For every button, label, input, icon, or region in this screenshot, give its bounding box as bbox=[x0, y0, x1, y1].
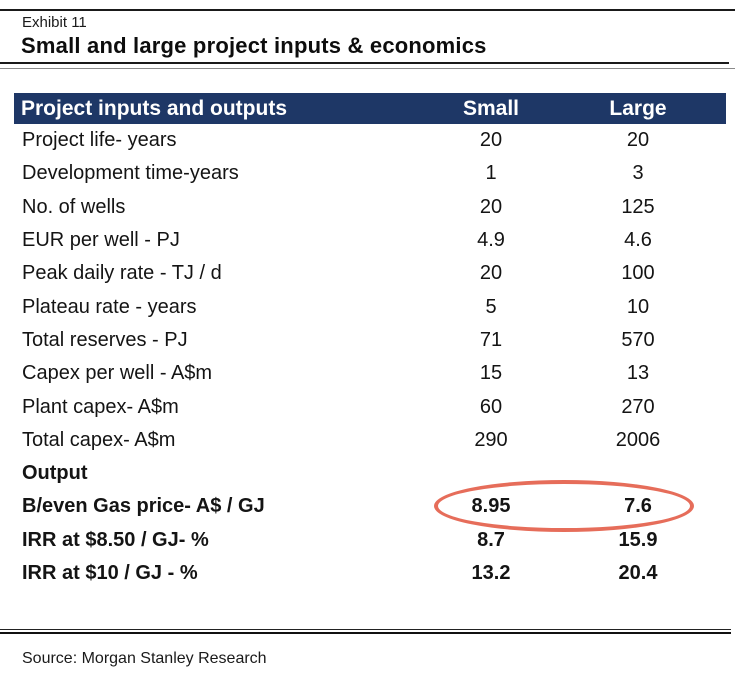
row-label: IRR at $8.50 / GJ- % bbox=[22, 528, 209, 551]
table-row: Peak daily rate - TJ / d 20 100 bbox=[14, 257, 726, 290]
row-label: IRR at $10 / GJ - % bbox=[22, 562, 198, 584]
table-header-small: Small bbox=[462, 96, 520, 120]
row-value-large: 10 bbox=[626, 295, 650, 318]
row-value-large: 7.6 bbox=[624, 495, 652, 518]
row-value-large: 13 bbox=[626, 362, 650, 385]
row-value-large: 3 bbox=[632, 162, 644, 185]
row-value-large: 15.9 bbox=[618, 528, 658, 551]
table-row: Plateau rate - years 5 10 bbox=[14, 290, 726, 323]
table-row: IRR at $8.50 / GJ- % 8.7 15.9 bbox=[14, 524, 726, 557]
row-value-small: 5 bbox=[485, 295, 497, 318]
table-row: IRR at $10 / GJ - % 13.2 20.4 bbox=[14, 557, 726, 590]
top-rule bbox=[0, 9, 735, 11]
row-label: Plateau rate - years bbox=[22, 295, 197, 318]
row-value-large: 100 bbox=[621, 262, 655, 285]
table-header-label: Project inputs and outputs bbox=[21, 96, 287, 120]
table-row: Total reserves - PJ 71 570 bbox=[14, 324, 726, 357]
table-row: No. of wells 20 125 bbox=[14, 191, 726, 224]
row-value-large: 4.6 bbox=[624, 229, 652, 252]
title-underline-rule bbox=[0, 62, 729, 64]
table-row: Total capex- A$m 290 2006 bbox=[14, 424, 726, 457]
table-row: Development time-years 1 3 bbox=[14, 157, 726, 190]
row-value-large: 20 bbox=[626, 129, 650, 152]
project-economics-table: Project inputs and outputs Small Large P… bbox=[14, 93, 726, 590]
row-value-large: 2006 bbox=[615, 428, 661, 451]
row-value-small: 71 bbox=[479, 328, 503, 351]
table-row: Project life- years 20 20 bbox=[14, 124, 726, 157]
table-row-breakeven: B/even Gas price- A$ / GJ 8.95 7.6 bbox=[14, 490, 726, 523]
row-value-large: 270 bbox=[621, 395, 655, 418]
row-value-large: 125 bbox=[621, 195, 655, 218]
row-label: Output bbox=[22, 462, 88, 485]
row-value-small: 4.9 bbox=[477, 229, 505, 252]
row-value-small: 20 bbox=[479, 262, 503, 285]
row-value-small: 8.7 bbox=[477, 528, 505, 551]
title-underline-rule-thin bbox=[0, 68, 735, 69]
row-value-small: 60 bbox=[479, 395, 503, 418]
row-value-small: 13.2 bbox=[471, 562, 511, 584]
table-header-row: Project inputs and outputs Small Large bbox=[14, 93, 726, 124]
row-value-small: 8.95 bbox=[471, 495, 511, 518]
row-value-small: 20 bbox=[479, 129, 503, 152]
row-label: Development time-years bbox=[22, 162, 239, 185]
source-attribution: Source: Morgan Stanley Research bbox=[22, 650, 267, 667]
exhibit-number-label: Exhibit 11 bbox=[22, 14, 87, 31]
table-header-large: Large bbox=[609, 96, 667, 120]
page-title: Small and large project inputs & economi… bbox=[21, 33, 487, 58]
row-value-large: 570 bbox=[621, 328, 655, 351]
row-label: EUR per well - PJ bbox=[22, 229, 180, 252]
table-row: Capex per well - A$m 15 13 bbox=[14, 357, 726, 390]
row-value-small: 290 bbox=[474, 428, 508, 451]
row-value-large: 20.4 bbox=[618, 562, 658, 584]
bottom-rule-thick bbox=[0, 632, 731, 634]
row-label: Total capex- A$m bbox=[22, 428, 176, 451]
row-label: Project life- years bbox=[22, 129, 177, 152]
row-label: Total reserves - PJ bbox=[22, 328, 188, 351]
row-label: B/even Gas price- A$ / GJ bbox=[22, 495, 265, 518]
row-value-small: 1 bbox=[485, 162, 497, 185]
row-value-small: 15 bbox=[479, 362, 503, 385]
row-value-small: 20 bbox=[479, 195, 503, 218]
row-label: Peak daily rate - TJ / d bbox=[22, 262, 222, 285]
row-label: Capex per well - A$m bbox=[22, 362, 213, 385]
row-label: No. of wells bbox=[22, 195, 126, 218]
row-label: Plant capex- A$m bbox=[22, 395, 179, 418]
bottom-rule-thin bbox=[0, 629, 731, 630]
table-row: EUR per well - PJ 4.9 4.6 bbox=[14, 224, 726, 257]
table-row: Plant capex- A$m 60 270 bbox=[14, 390, 726, 423]
table-row-output-section: Output bbox=[14, 457, 726, 490]
